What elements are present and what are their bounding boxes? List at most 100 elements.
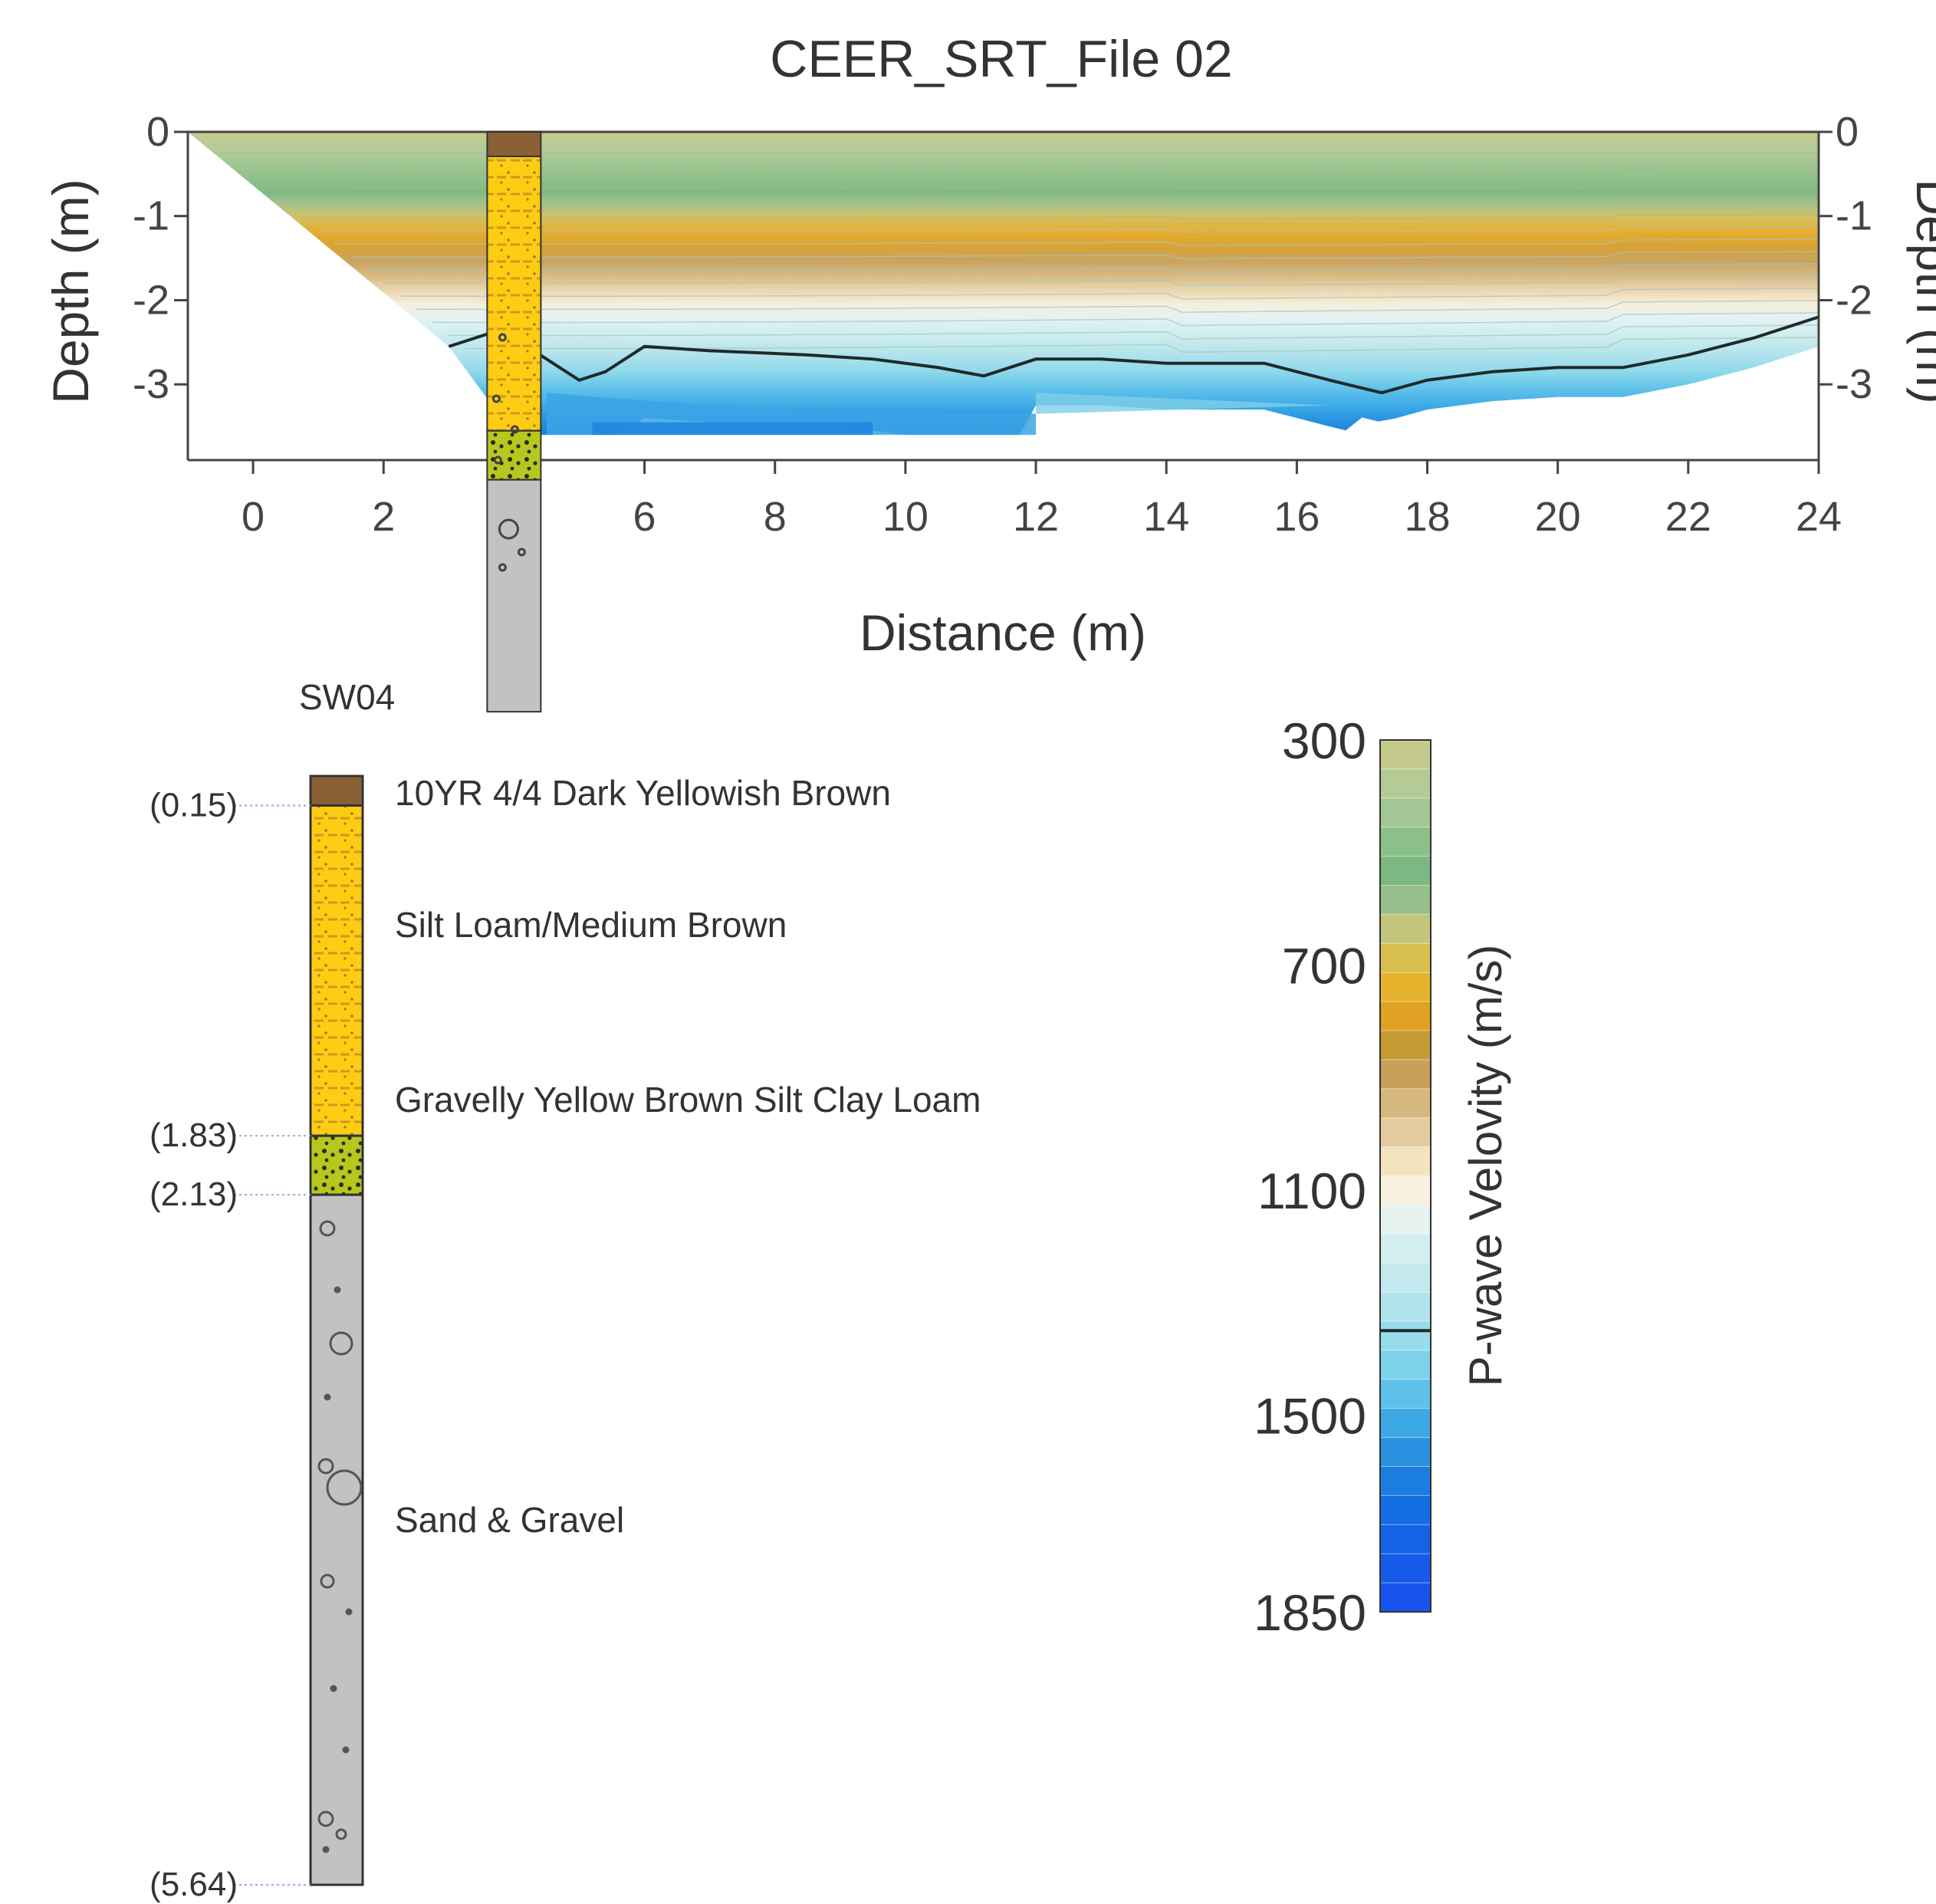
- x-tick-label: 24: [1796, 494, 1842, 540]
- colorbar-tick-label: 300: [1282, 712, 1366, 769]
- y-tick-label-right: 0: [1836, 109, 1859, 155]
- contour-line: [416, 300, 1819, 313]
- y-ticks-left: 0 -1 -2 -3: [133, 109, 188, 407]
- x-tick-label: 12: [1013, 494, 1059, 540]
- velocity-section: [188, 132, 1819, 436]
- gravel-symbol: [510, 425, 519, 434]
- borehole-log: [309, 774, 364, 1886]
- colorbar-swatch: [1380, 1176, 1431, 1205]
- colorbar-label: P-wave Velovity (m/s): [1460, 945, 1511, 1387]
- y-tick-label-right: -3: [1836, 361, 1872, 407]
- colorbar-swatch: [1380, 1437, 1431, 1467]
- colorbar-swatch: [1380, 1408, 1431, 1439]
- borehole-layer: [309, 804, 364, 1137]
- y-tick-label: -1: [133, 193, 169, 239]
- colorbar-swatch: [1380, 1234, 1431, 1264]
- colorbar-swatch: [1380, 1059, 1431, 1090]
- colorbar-swatch: [1380, 1088, 1431, 1119]
- x-tick-label: 18: [1404, 494, 1450, 540]
- colorbar-swatch: [1380, 1001, 1431, 1031]
- colorbar-swatch: [1380, 1524, 1431, 1554]
- colorbar-swatch: [1380, 1205, 1431, 1235]
- gravel-symbol: [498, 333, 507, 342]
- colorbar-swatch: [1380, 768, 1431, 799]
- gravel-symbol: [330, 1685, 337, 1692]
- colorbar-swatch: [1380, 1263, 1431, 1293]
- y-axis-label: Depth (m): [42, 179, 99, 403]
- x-tick-label: 14: [1143, 494, 1189, 540]
- borehole-layer-label: 10YR 4/4 Dark Yellowish Brown: [395, 773, 891, 813]
- section-borehole: [486, 131, 542, 713]
- gravel-symbol: [345, 1608, 353, 1616]
- colorbar-swatch: [1380, 972, 1431, 1002]
- y-tick-label-right: -2: [1836, 277, 1872, 323]
- x-tick-label: 8: [764, 494, 787, 540]
- y-tick-label: -3: [133, 361, 169, 407]
- borehole-name: SW04: [299, 677, 395, 717]
- high-velocity-zone: [1036, 393, 1330, 414]
- high-velocity-zone: [592, 422, 873, 436]
- gravel-symbol: [319, 1220, 336, 1237]
- colorbar-swatch: [1380, 827, 1431, 857]
- colorbar-swatch: [1380, 1350, 1431, 1380]
- colorbar-swatch: [1380, 1031, 1431, 1061]
- contour-line: [318, 226, 1819, 233]
- contour-line: [432, 312, 1819, 327]
- x-tick-label: 6: [633, 494, 656, 540]
- gravel-symbol: [334, 1286, 341, 1294]
- chart-title: CEER_SRT_File 02: [770, 30, 1232, 88]
- colorbar-tick-label: 1100: [1257, 1162, 1366, 1219]
- contour-lines: [220, 152, 1819, 354]
- colorbar-tick-label: 1850: [1254, 1584, 1366, 1641]
- gravel-symbol: [324, 1393, 331, 1401]
- colorbar-swatch: [1380, 1379, 1431, 1409]
- gravel-symbol: [498, 563, 507, 572]
- x-tick-label: 0: [242, 494, 265, 540]
- x-tick-label: 20: [1535, 494, 1581, 540]
- x-tick-label: 16: [1274, 494, 1320, 540]
- gravel-symbol: [498, 518, 519, 540]
- gravel-symbol: [320, 1574, 335, 1589]
- contour-line: [449, 324, 1819, 340]
- colorbar-swatch: [1380, 1146, 1431, 1176]
- depth-label: (1.83): [150, 1116, 238, 1154]
- colorbar-tick-label: 700: [1282, 937, 1366, 994]
- colorbar-swatch: [1380, 797, 1431, 828]
- x-tick-label: 22: [1665, 494, 1711, 540]
- contour-1350: [448, 315, 1819, 395]
- borehole-layer: [309, 1134, 364, 1196]
- plot-axes: 024681012141618202224 0-1-2-3 0-1-2-3: [133, 109, 1872, 540]
- colorbar-swatch: [1380, 1583, 1431, 1613]
- colorbar-swatch: [1380, 943, 1431, 973]
- colorbar: 300 700 1100 1500 1850: [1254, 712, 1431, 1641]
- contour-line: [350, 251, 1819, 260]
- borehole-depth-labels: (0.15) (1.83) (2.13) (5.64): [150, 786, 311, 1903]
- depth-label: (0.15): [150, 786, 238, 824]
- colorbar-swatch: [1380, 856, 1431, 886]
- colorbar-swatch: [1380, 1466, 1431, 1496]
- gravel-symbol: [491, 394, 501, 403]
- colorbar-swatch: [1380, 914, 1431, 944]
- gravel-symbol: [322, 1846, 330, 1853]
- depth-label: (2.13): [150, 1176, 238, 1213]
- y-tick-label: -2: [133, 277, 169, 323]
- high-velocity-zones: [546, 393, 1330, 436]
- colorbar-swatch: [1380, 1117, 1431, 1148]
- contour-line: [366, 263, 1819, 273]
- contour-line: [334, 238, 1819, 246]
- section-borehole-layer: [486, 131, 542, 157]
- gravel-symbol: [517, 548, 526, 557]
- borehole-layer-label: Sand & Gravel: [395, 1500, 624, 1540]
- colorbar-swatch: [1380, 1321, 1431, 1351]
- y-axis-label-right: Depth (m): [1906, 179, 1936, 403]
- x-ticks: 024681012141618202224: [242, 460, 1842, 540]
- colorbar-tick-label: 1500: [1254, 1387, 1366, 1444]
- section-borehole-layer: [486, 429, 542, 481]
- gravel-symbol: [335, 1828, 347, 1840]
- borehole-layer: [309, 1193, 364, 1886]
- gravel-symbol: [317, 1810, 334, 1827]
- contour-line: [301, 214, 1819, 220]
- colorbar-swatch: [1380, 885, 1431, 915]
- section-borehole-layer: [486, 155, 542, 432]
